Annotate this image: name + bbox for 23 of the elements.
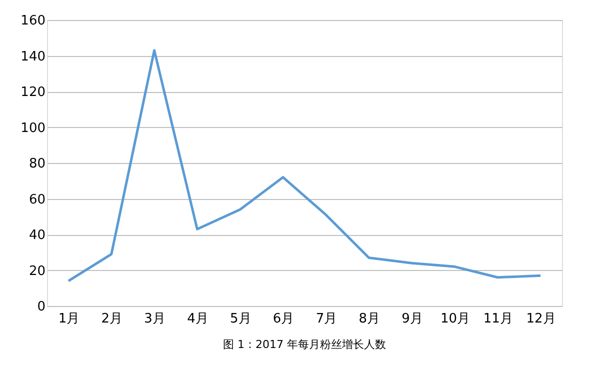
x-tick-label: 12月 <box>526 312 556 326</box>
x-tick-label: 7月 <box>316 312 338 326</box>
y-tick-label: 60 <box>28 192 46 208</box>
x-tick-label: 4月 <box>187 312 208 326</box>
x-tick-label: 5月 <box>230 312 252 326</box>
line-series <box>67 49 542 282</box>
y-tick-label: 0 <box>37 300 46 314</box>
y-tick-label: 20 <box>28 264 46 279</box>
y-tick-label: 100 <box>20 120 46 136</box>
y-tick-label: 40 <box>28 228 46 243</box>
y-tick-label: 80 <box>28 156 46 172</box>
x-tick-label: 1月 <box>58 312 80 326</box>
y-tick-label: 120 <box>20 85 46 100</box>
text: 图 1：2017 年每月粉丝增长人数 <box>223 338 386 351</box>
x-tick-label: 9月 <box>402 312 423 326</box>
x-tick-label: 6月 <box>272 312 294 326</box>
x-tick-label: 3月 <box>144 312 166 326</box>
x-tick-label: 2月 <box>101 312 123 326</box>
y-tick-label: 140 <box>20 49 46 64</box>
y-tick-label: 160 <box>20 14 46 28</box>
x-tick-label: 10月 <box>440 312 470 326</box>
x-tick-label: 8月 <box>358 312 380 326</box>
x-tick-label: 11月 <box>483 312 513 326</box>
